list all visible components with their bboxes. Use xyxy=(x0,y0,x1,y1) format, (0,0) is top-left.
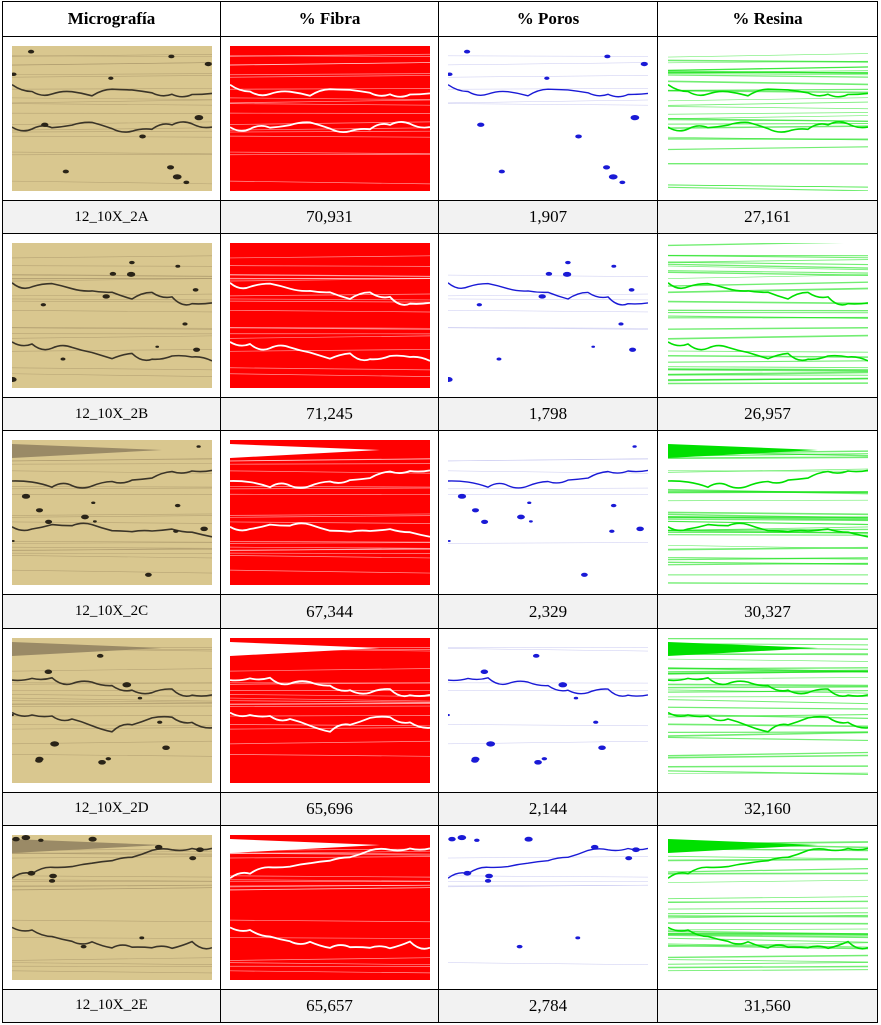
pore-map-image-cell xyxy=(438,824,658,990)
resin-map-image xyxy=(667,46,868,192)
fiber-map-image-cell xyxy=(220,36,439,202)
resin-map-image-cell xyxy=(657,824,878,990)
sample-id-cell: 12_10X_2A xyxy=(2,200,221,235)
resin-percent-cell: 31,560 xyxy=(657,988,878,1024)
header-poros: % Poros xyxy=(438,0,658,38)
sample-id-cell: 12_10X_2B xyxy=(2,397,221,432)
micrograph-image xyxy=(11,440,212,586)
pore-percent-cell: 1,798 xyxy=(438,397,658,432)
micrograph-image-cell xyxy=(2,36,221,202)
pore-map-image-cell xyxy=(438,233,658,399)
resin-percent-cell: 26,957 xyxy=(657,397,878,432)
resin-percent-cell: 30,327 xyxy=(657,594,878,629)
pore-map-image xyxy=(448,834,648,980)
pore-percent-cell: 2,784 xyxy=(438,988,658,1024)
micrograph-image xyxy=(11,637,212,783)
resin-map-image-cell xyxy=(657,233,878,399)
fiber-percent-cell: 65,696 xyxy=(220,791,439,826)
micrograph-image xyxy=(11,834,212,980)
resin-map-image xyxy=(667,243,868,389)
pore-map-image xyxy=(448,243,648,389)
header-fibra: % Fibra xyxy=(220,0,439,38)
fiber-map-image xyxy=(229,243,430,389)
sample-id-cell: 12_10X_2C xyxy=(2,594,221,629)
resin-map-image xyxy=(667,834,868,980)
fiber-map-image-cell xyxy=(220,824,439,990)
pore-percent-cell: 2,144 xyxy=(438,791,658,826)
resin-percent-cell: 32,160 xyxy=(657,791,878,826)
value-row: 12_10X_2D 65,696 2,144 32,160 xyxy=(2,791,878,826)
micrograph-image-cell xyxy=(2,430,221,596)
fiber-percent-cell: 65,657 xyxy=(220,988,439,1024)
header-resina: % Resina xyxy=(657,0,878,38)
fiber-map-image-cell xyxy=(220,233,439,399)
sample-id-cell: 12_10X_2E xyxy=(2,988,221,1024)
value-row: 12_10X_2E 65,657 2,784 31,560 xyxy=(2,988,878,1024)
image-row xyxy=(2,627,878,793)
fiber-percent-cell: 67,344 xyxy=(220,594,439,629)
micrograph-image xyxy=(11,243,212,389)
value-row: 12_10X_2A 70,931 1,907 27,161 xyxy=(2,200,878,235)
image-row xyxy=(2,430,878,596)
image-row xyxy=(2,233,878,399)
fiber-percent-cell: 71,245 xyxy=(220,397,439,432)
fiber-map-image xyxy=(229,834,430,980)
image-row xyxy=(2,824,878,990)
pore-map-image xyxy=(448,46,648,192)
header-row: Micrografía % Fibra % Poros % Resina xyxy=(2,0,878,38)
resin-map-image xyxy=(667,440,868,586)
micrograph-image-cell xyxy=(2,824,221,990)
pore-percent-cell: 1,907 xyxy=(438,200,658,235)
fiber-map-image-cell xyxy=(220,430,439,596)
value-row: 12_10X_2B 71,245 1,798 26,957 xyxy=(2,397,878,432)
resin-percent-cell: 27,161 xyxy=(657,200,878,235)
micrograph-image-cell xyxy=(2,627,221,793)
fiber-map-image xyxy=(229,637,430,783)
micrograph-image-cell xyxy=(2,233,221,399)
resin-map-image xyxy=(667,637,868,783)
resin-map-image-cell xyxy=(657,430,878,596)
resin-map-image-cell xyxy=(657,627,878,793)
pore-map-image-cell xyxy=(438,430,658,596)
pore-map-image xyxy=(448,440,648,586)
pore-map-image-cell xyxy=(438,36,658,202)
fiber-map-image xyxy=(229,46,430,192)
image-row xyxy=(2,36,878,202)
sample-id-cell: 12_10X_2D xyxy=(2,791,221,826)
pore-map-image-cell xyxy=(438,627,658,793)
micrograph-image xyxy=(11,46,212,192)
pore-percent-cell: 2,329 xyxy=(438,594,658,629)
resin-map-image-cell xyxy=(657,36,878,202)
value-row: 12_10X_2C 67,344 2,329 30,327 xyxy=(2,594,878,629)
fiber-map-image xyxy=(229,440,430,586)
fiber-map-image-cell xyxy=(220,627,439,793)
pore-map-image xyxy=(448,637,648,783)
header-micrografia: Micrografía xyxy=(2,0,221,38)
fiber-percent-cell: 70,931 xyxy=(220,200,439,235)
